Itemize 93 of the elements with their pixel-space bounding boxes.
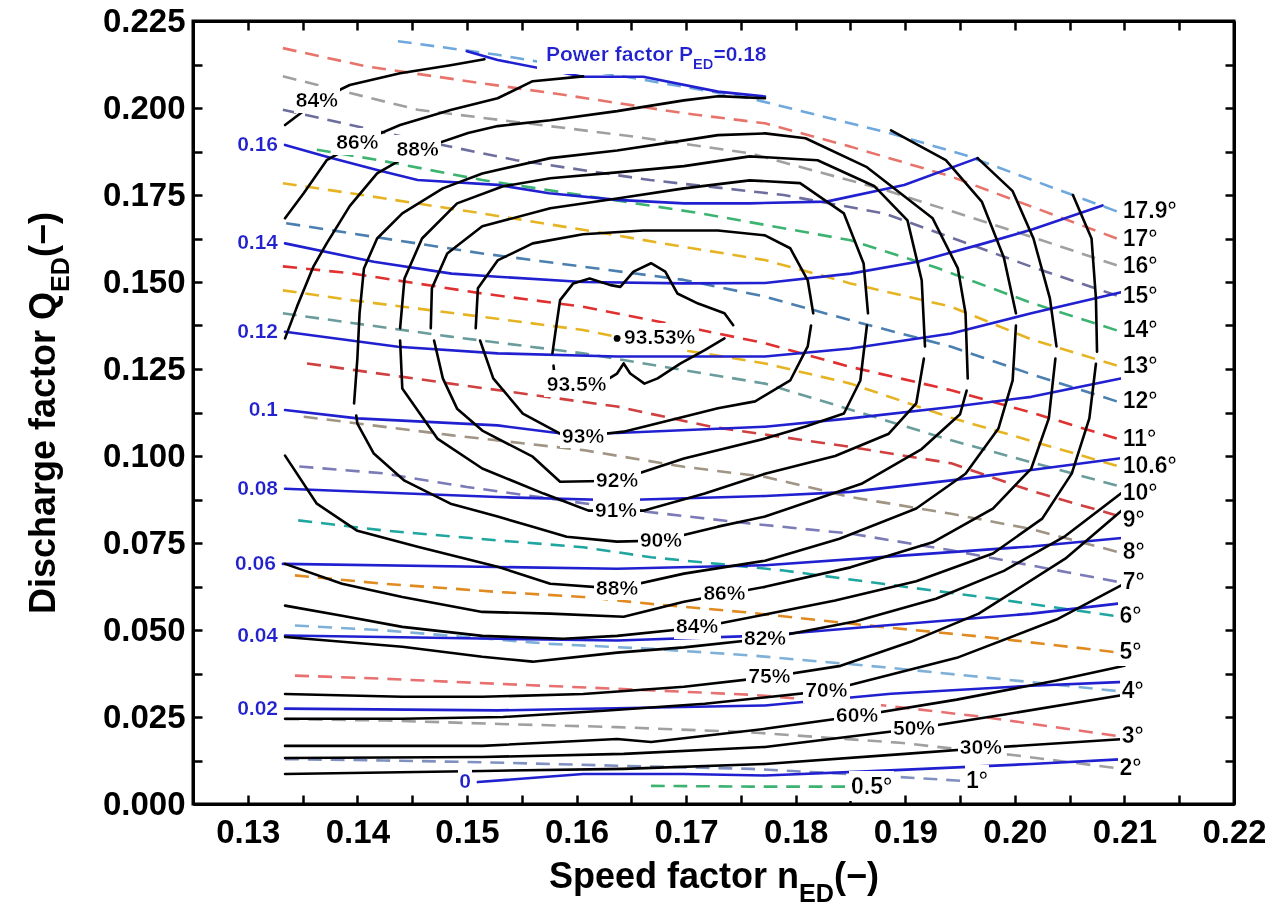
x-tick-label: 0.17 — [654, 812, 719, 850]
line-series — [293, 574, 1115, 654]
annotation: 91% — [594, 497, 638, 521]
series-label: 14° — [1122, 316, 1158, 343]
line-series — [283, 290, 1126, 358]
annotation: 82% — [743, 625, 787, 649]
series-label: 0 — [459, 769, 471, 793]
line-series — [281, 289, 1119, 468]
series-label: 0.1 — [248, 397, 279, 421]
line-series — [283, 75, 585, 220]
line-series — [297, 465, 1119, 583]
series-label: 0.12 — [237, 318, 279, 342]
line-series — [281, 75, 1119, 267]
line-series — [429, 179, 870, 330]
line-series — [281, 46, 1119, 240]
x-tick-label: 0.21 — [1092, 812, 1158, 850]
annotation: 75% — [748, 663, 791, 687]
annotation: 88% — [596, 575, 639, 599]
series-label: 0.04 — [237, 622, 279, 646]
annotation: 93.53% — [624, 325, 696, 349]
series-label: 0.16 — [237, 131, 279, 155]
line-series — [283, 204, 1104, 285]
y-tick-label: 0.125 — [102, 349, 186, 387]
annotation: 84% — [295, 88, 339, 112]
series-label: 11° — [1122, 424, 1157, 451]
annotation: 92% — [596, 467, 639, 491]
x-tick-label: 0.16 — [544, 812, 610, 850]
series-label: 8° — [1122, 537, 1145, 564]
line-series — [398, 155, 927, 348]
series-label: 6° — [1119, 601, 1142, 628]
series-label: 0.14 — [237, 230, 279, 254]
series-label: 10° — [1122, 478, 1158, 505]
series-label: 13° — [1122, 351, 1158, 378]
line-series — [281, 108, 1119, 297]
line-series — [474, 229, 815, 330]
x-tick-label: 0.13 — [216, 812, 281, 850]
line-series — [281, 312, 1119, 487]
x-axis-title: Speed factor n$_{ED}$(−) — [548, 854, 880, 907]
series-label: 15° — [1122, 281, 1158, 308]
series-label: 5° — [1119, 637, 1142, 664]
x-tick-label: 0.15 — [435, 812, 500, 850]
y-tick-label: 0.025 — [102, 697, 186, 735]
x-tick-label: 0.22 — [1202, 812, 1265, 850]
y-tick-label: 0.050 — [102, 610, 186, 648]
line-series — [889, 128, 1018, 315]
series-label: 3° — [1121, 721, 1144, 748]
line-series — [296, 519, 1115, 618]
series-label: 17.9° — [1122, 197, 1177, 224]
annotation: 88% — [396, 137, 439, 161]
annotation: 60% — [836, 702, 879, 726]
series-label: 0.06 — [234, 550, 276, 574]
annotation: 50% — [893, 715, 936, 739]
annotation: 93% — [562, 423, 605, 447]
series-label: 0.08 — [237, 475, 279, 499]
line-series — [551, 261, 735, 355]
series-label: 10.6° — [1122, 451, 1177, 478]
x-tick-label: 0.14 — [325, 812, 391, 850]
y-tick-label: 0.150 — [102, 262, 186, 300]
line-series — [281, 181, 1119, 367]
annotation: 70% — [805, 677, 848, 701]
series-label: 0.5° — [850, 772, 893, 799]
y-tick-label: 0.175 — [102, 175, 186, 213]
y-tick-label: 0.075 — [102, 523, 186, 561]
line-series — [283, 456, 1126, 502]
annotation: 86% — [336, 130, 379, 154]
annotation: 30% — [959, 735, 1003, 759]
y-tick-label: 0.200 — [102, 88, 186, 126]
x-tick-label: 0.18 — [764, 812, 829, 850]
line-series — [396, 39, 1119, 213]
annotation: 90% — [639, 527, 683, 551]
y-tick-label: 0.100 — [102, 436, 186, 474]
annotation: 84% — [676, 613, 719, 637]
series-label: 12° — [1122, 387, 1158, 414]
annotation: 93.5% — [546, 372, 607, 396]
y-tick-label: 0.000 — [102, 784, 186, 822]
line-series — [302, 415, 1119, 553]
line-series — [283, 57, 486, 127]
line-series — [1071, 193, 1099, 353]
series-label: 1° — [966, 766, 989, 793]
x-tick-label: 0.20 — [983, 812, 1048, 850]
line-series — [284, 221, 1119, 403]
line-series — [976, 156, 1058, 348]
series-label: 9° — [1122, 505, 1145, 532]
series-label: 0.02 — [237, 695, 279, 719]
series-label: 16° — [1122, 251, 1158, 278]
series-label: 2° — [1119, 753, 1142, 780]
annotation: Power factor P$_{ED}$=0.18 — [545, 41, 767, 72]
x-tick-label: 0.19 — [873, 812, 938, 850]
y-tick-label: 0.225 — [102, 1, 186, 39]
series-label: 4° — [1121, 676, 1144, 703]
series-label: 17° — [1122, 224, 1158, 251]
series-label: 7° — [1122, 567, 1145, 594]
annotation: 86% — [703, 581, 746, 605]
